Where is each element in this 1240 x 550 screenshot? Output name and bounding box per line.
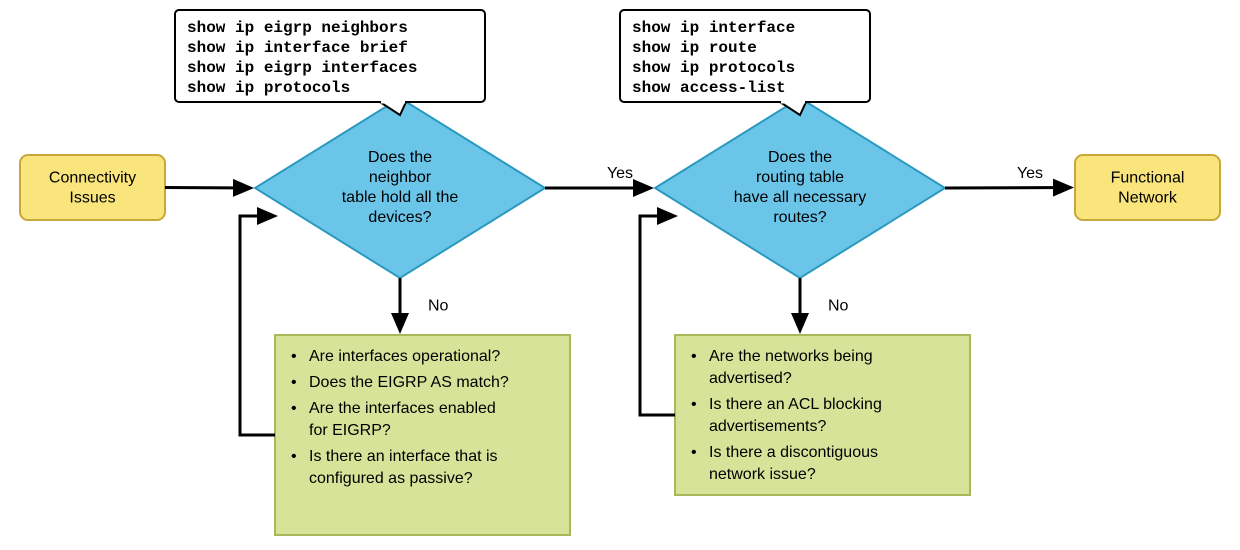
label-d2-yes: Yes [1017, 165, 1043, 182]
checklist-routing: • Are the networks being advertised? • Is th… [675, 335, 970, 495]
svg-text:configured as passive?: configured as passive? [309, 470, 473, 487]
svg-text:show ip protocols: show ip protocols [187, 79, 350, 97]
decision-neighbor-table: Does the neighbor table hold all the device… [255, 98, 545, 278]
svg-text:Connectivity: Connectivity [49, 170, 136, 187]
edge-start-to-d1 [165, 188, 251, 189]
svg-text:Are interfaces operational?: Are interfaces operational? [309, 348, 500, 365]
svg-text:show ip interface: show ip interface [632, 19, 795, 37]
label-d1-yes: Yes [607, 165, 633, 182]
svg-text:show ip route: show ip route [632, 39, 757, 57]
svg-text:advertisements?: advertisements? [709, 418, 826, 435]
svg-text:neighbor: neighbor [369, 169, 432, 186]
svg-text:show ip eigrp interfaces: show ip eigrp interfaces [187, 59, 417, 77]
svg-text:Does the EIGRP AS match?: Does the EIGRP AS match? [309, 374, 509, 391]
svg-text:routing table: routing table [756, 169, 844, 186]
svg-text:routes?: routes? [773, 209, 826, 226]
svg-text:show ip protocols: show ip protocols [632, 59, 795, 77]
svg-text:•: • [291, 400, 297, 417]
svg-text:table hold all the: table hold all the [342, 189, 459, 206]
svg-text:•: • [691, 444, 697, 461]
start-node: Connectivity Issues [20, 155, 165, 220]
svg-text:advertised?: advertised? [709, 370, 792, 387]
svg-text:Is there an ACL blocking: Is there an ACL blocking [709, 396, 882, 413]
svg-text:Issues: Issues [69, 190, 115, 207]
svg-text:Does the: Does the [768, 149, 832, 166]
svg-text:devices?: devices? [368, 209, 431, 226]
svg-text:•: • [291, 348, 297, 365]
svg-text:show ip interface brief: show ip interface brief [187, 39, 408, 57]
svg-text:network issue?: network issue? [709, 466, 816, 483]
svg-text:Is there an interface that is: Is there an interface that is [309, 448, 498, 465]
label-d2-no: No [828, 298, 849, 315]
edge-d2-yes [945, 188, 1071, 189]
checklist-neighbor: • Are interfaces operational? • Does the EI… [275, 335, 570, 535]
svg-text:show ip eigrp neighbors: show ip eigrp neighbors [187, 19, 408, 37]
label-d1-no: No [428, 298, 449, 315]
svg-text:for EIGRP?: for EIGRP? [309, 422, 391, 439]
svg-text:Network: Network [1118, 190, 1178, 207]
decision-routing-table: Does the routing table have all necessary r… [655, 98, 945, 278]
edge-check2-loop [640, 216, 675, 415]
svg-text:Are the networks being: Are the networks being [709, 348, 873, 365]
callout-commands-1: show ip eigrp neighbors show ip interface… [175, 10, 485, 115]
svg-text:show access-list: show access-list [632, 79, 786, 97]
svg-text:have all necessary: have all necessary [734, 189, 867, 206]
svg-text:•: • [691, 396, 697, 413]
svg-text:Does the: Does the [368, 149, 432, 166]
svg-text:Are the interfaces enabled: Are the interfaces enabled [309, 400, 496, 417]
edge-check1-loop [240, 216, 275, 435]
svg-text:•: • [691, 348, 697, 365]
end-node: Functional Network [1075, 155, 1220, 220]
svg-text:Is there a discontiguous: Is there a discontiguous [709, 444, 878, 461]
svg-text:•: • [291, 374, 297, 391]
svg-text:Functional: Functional [1111, 170, 1185, 187]
svg-text:•: • [291, 448, 297, 465]
callout-commands-2: show ip interface show ip route show ip pr… [620, 10, 870, 115]
